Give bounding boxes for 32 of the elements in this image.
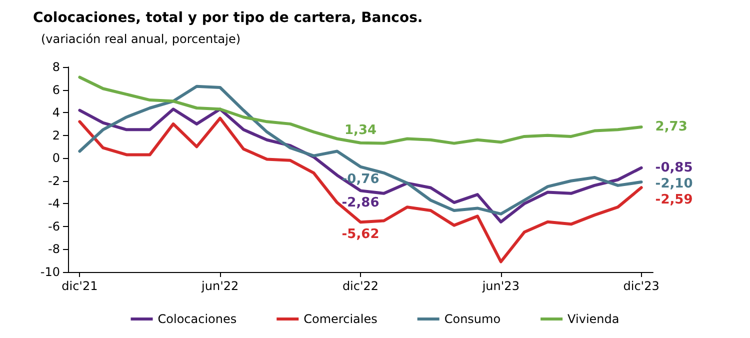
legend-label: Vivienda: [568, 312, 620, 326]
y-tick-label: 0: [52, 151, 60, 166]
chart-title: Colocaciones, total y por tipo de cartera, Bancos.: [33, 10, 423, 26]
data-label: -5,62: [342, 227, 380, 242]
x-tick-label: dic'21: [62, 279, 98, 293]
y-tick-label: -4: [48, 196, 60, 211]
x-tick-label: jun'23: [481, 279, 520, 293]
line-series: [78, 84, 643, 216]
legend-label: Comerciales: [304, 312, 378, 326]
data-label: 2,73: [655, 120, 688, 135]
line-series: [78, 108, 643, 224]
data-label: 1,34: [344, 122, 377, 138]
chart-subtitle: (variación real anual, porcentaje): [41, 32, 241, 46]
line-series: [78, 76, 643, 145]
y-tick-label: -6: [48, 219, 60, 234]
y-tick-label: 2: [52, 128, 60, 142]
data-label: -0,85: [655, 160, 693, 176]
data-label: -2,10: [655, 176, 693, 192]
data-label: -2,86: [342, 196, 380, 211]
y-tick-label: 6: [52, 82, 60, 97]
x-tick-label: dic'22: [342, 279, 379, 293]
y-tick-label: 8: [52, 60, 60, 74]
y-tick-label: -2: [48, 174, 60, 188]
legend-label: Colocaciones: [158, 312, 237, 326]
y-tick-label: -10: [40, 265, 60, 279]
data-label: -2,59: [655, 192, 693, 208]
x-tick-label: dic'23: [623, 279, 660, 293]
x-tick-label: jun'22: [200, 279, 239, 293]
y-tick-label: 4: [52, 106, 60, 120]
line-series: [78, 116, 643, 264]
y-tick-label: -8: [48, 242, 60, 256]
legend-label: Consumo: [444, 312, 501, 326]
